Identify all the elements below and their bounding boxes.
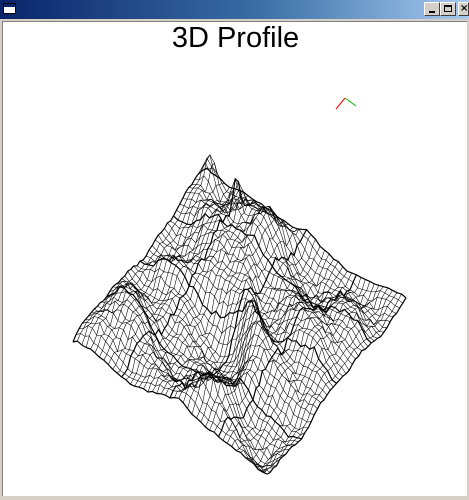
mesh-line-v [130,203,266,385]
mesh-line-v [103,189,239,361]
mesh-line-v [262,293,402,473]
axis-y-line [344,97,357,107]
mesh-line-v [217,274,357,437]
axis-indicator-icon [335,97,357,110]
maximize-icon [444,5,452,12]
mesh-line-v [213,272,352,433]
mesh-line-v [77,162,212,342]
minimize-button[interactable] [424,2,440,16]
mesh-line-v [178,239,316,399]
mesh-line-v [258,292,398,473]
mesh-line-v [169,229,308,399]
mesh-line-v [231,281,371,447]
mesh-line-u [173,212,372,344]
mesh-line-v [240,285,380,460]
close-icon: × [460,3,469,14]
mesh-line-v [112,195,248,370]
mesh-line-u [121,278,318,409]
mesh-line-v [85,162,221,348]
mesh-line-u [185,177,384,333]
mesh-line-v [174,234,312,398]
mesh-line-v [125,190,262,380]
title-bar[interactable]: × [0,0,469,19]
mesh-line-u [139,258,337,384]
mesh-line-v [138,206,275,388]
mesh-line-v [196,258,334,419]
mesh-line-v [90,183,226,350]
mesh-line-v [187,250,325,409]
mesh-line-v [191,253,330,415]
surface-mesh [72,154,407,475]
mesh-line-v [72,167,208,343]
mesh-line-v [160,225,298,394]
mesh-line-v [244,286,384,466]
mesh-line-v [253,290,393,468]
mesh-line-v [209,271,348,431]
mesh-line-v [227,279,366,444]
mesh-line-v [156,216,294,394]
mesh-line-v [235,283,375,451]
mesh-line-v [249,287,389,469]
mesh-line-v [116,190,253,374]
mesh-line-v [99,188,235,358]
mesh-line-u [79,325,274,473]
mesh-line-v [147,205,285,393]
window-icon[interactable] [3,3,16,14]
mesh-line-v [94,187,230,354]
mesh-line-v [266,297,407,475]
mesh-line-u [72,340,268,475]
minimize-icon [429,11,435,13]
mesh-line-v [81,154,217,345]
mesh-line-v [121,177,258,378]
mesh-line-v [108,191,244,365]
mesh-line-v [143,207,280,389]
maximize-button[interactable] [440,2,456,16]
mesh-line-v [222,277,362,441]
mesh-line-v [134,206,271,387]
axis-x-line [335,97,346,110]
mesh-line-v [205,266,343,428]
mesh-line-v [165,229,302,396]
plot-title: 3D Profile [171,22,300,54]
